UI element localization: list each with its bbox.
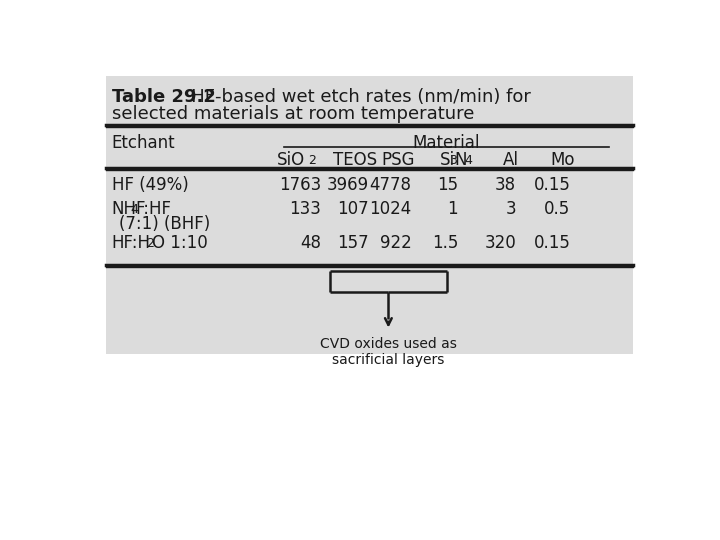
Text: 157: 157 bbox=[338, 234, 369, 252]
Text: O 1:10: O 1:10 bbox=[152, 234, 208, 252]
Text: 3: 3 bbox=[449, 154, 456, 167]
Text: 107: 107 bbox=[338, 200, 369, 218]
Text: 320: 320 bbox=[485, 234, 516, 252]
Text: CVD oxides used as
sacrificial layers: CVD oxides used as sacrificial layers bbox=[320, 336, 456, 367]
Text: HF-based wet etch rates (nm/min) for: HF-based wet etch rates (nm/min) for bbox=[174, 88, 531, 106]
Text: 15: 15 bbox=[437, 177, 458, 194]
Text: N: N bbox=[454, 151, 467, 169]
Text: (7:1) (BHF): (7:1) (BHF) bbox=[120, 215, 211, 233]
Text: Table 29.2: Table 29.2 bbox=[112, 88, 215, 106]
Text: 133: 133 bbox=[289, 200, 321, 218]
Text: 3969: 3969 bbox=[327, 177, 369, 194]
Text: 38: 38 bbox=[495, 177, 516, 194]
Text: 2: 2 bbox=[145, 237, 153, 250]
Text: TEOS: TEOS bbox=[333, 151, 377, 169]
Text: Etchant: Etchant bbox=[112, 134, 176, 152]
Bar bbox=[106, 76, 632, 354]
Text: 4: 4 bbox=[130, 202, 138, 215]
Text: Al: Al bbox=[503, 151, 519, 169]
Text: 1.5: 1.5 bbox=[432, 234, 458, 252]
Text: 3: 3 bbox=[505, 200, 516, 218]
Text: F:HF: F:HF bbox=[136, 200, 172, 218]
Text: 1024: 1024 bbox=[369, 200, 412, 218]
Text: NH: NH bbox=[112, 200, 137, 218]
Text: 4: 4 bbox=[464, 154, 472, 167]
Text: Material: Material bbox=[413, 134, 480, 152]
Text: HF (49%): HF (49%) bbox=[112, 177, 189, 194]
Text: 4778: 4778 bbox=[369, 177, 412, 194]
Text: Mo: Mo bbox=[551, 151, 575, 169]
Text: Si: Si bbox=[439, 151, 454, 169]
Text: 922: 922 bbox=[380, 234, 412, 252]
Text: 2: 2 bbox=[307, 154, 315, 167]
Text: SiO: SiO bbox=[277, 151, 305, 169]
Text: 1: 1 bbox=[448, 200, 458, 218]
Text: PSG: PSG bbox=[381, 151, 415, 169]
Text: 0.15: 0.15 bbox=[534, 177, 570, 194]
Text: HF:H: HF:H bbox=[112, 234, 150, 252]
Text: 48: 48 bbox=[300, 234, 321, 252]
Text: 0.15: 0.15 bbox=[534, 234, 570, 252]
Text: 1763: 1763 bbox=[279, 177, 321, 194]
Text: 0.5: 0.5 bbox=[544, 200, 570, 218]
Text: selected materials at room temperature: selected materials at room temperature bbox=[112, 105, 474, 123]
